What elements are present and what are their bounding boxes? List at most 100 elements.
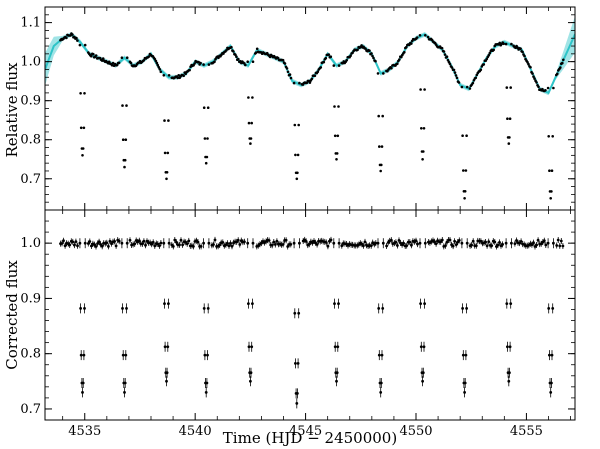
- flux-point: [396, 62, 399, 65]
- eclipse-point: [465, 307, 468, 310]
- flux-point: [562, 58, 565, 62]
- flux-point: [197, 60, 200, 64]
- eclipse-point: [205, 155, 209, 159]
- corrected-point: [86, 242, 90, 245]
- corrected-point: [221, 241, 225, 244]
- corrected-point: [270, 243, 274, 247]
- eclipse-point: [551, 307, 555, 310]
- corrected-point: [389, 238, 393, 242]
- eclipse-point: [247, 302, 250, 305]
- y-tick-label: 0.9: [20, 291, 41, 306]
- flux-point: [415, 36, 419, 39]
- eclipse-point: [296, 392, 299, 395]
- eclipse-point: [546, 86, 550, 90]
- eclipse-point: [419, 345, 423, 349]
- eclipse-point: [377, 307, 381, 310]
- eclipse-point: [82, 126, 86, 130]
- eclipse-point: [463, 197, 466, 200]
- flux-point: [244, 63, 247, 67]
- eclipse-point: [121, 104, 124, 107]
- flux-point: [225, 49, 228, 52]
- eclipse-point: [419, 88, 422, 91]
- flux-point: [474, 76, 478, 80]
- y-tick-label: 1.0: [20, 236, 41, 251]
- eclipse-point: [296, 153, 300, 157]
- flux-point: [147, 55, 151, 58]
- flux-point: [281, 58, 285, 62]
- flux-point: [76, 39, 79, 42]
- corrected-point: [187, 239, 191, 243]
- corrected-point: [315, 243, 319, 246]
- corrected-point: [484, 240, 487, 244]
- flux-point: [521, 50, 524, 54]
- corrected-point: [453, 239, 456, 243]
- flux-point: [184, 72, 187, 76]
- corrected-point: [556, 238, 560, 242]
- corrected-point: [329, 238, 333, 242]
- top-data-points: [59, 32, 565, 200]
- corrected-point: [374, 241, 378, 245]
- eclipse-point: [165, 171, 169, 174]
- eclipse-point: [163, 345, 167, 349]
- eclipse-point: [423, 302, 426, 305]
- bottom-axis-ticks: 0.7 0.8 0.9 1.0 4535 4540 4545 4550 4555: [20, 210, 575, 439]
- flux-point: [533, 77, 536, 80]
- eclipse-point: [463, 190, 467, 193]
- eclipse-point: [380, 353, 384, 357]
- eclipse-point: [380, 145, 384, 148]
- eclipse-point: [124, 138, 128, 141]
- eclipse-point: [202, 307, 206, 310]
- eclipse-point: [203, 353, 207, 357]
- flux-point: [65, 36, 68, 40]
- corrected-point: [532, 241, 535, 245]
- eclipse-point: [424, 34, 427, 37]
- corrected-point: [402, 241, 405, 245]
- x-tick-label: 4550: [399, 424, 432, 439]
- eclipse-point: [163, 302, 166, 305]
- flux-point: [329, 55, 333, 58]
- flux-point: [349, 54, 352, 57]
- corrected-point: [324, 241, 328, 244]
- eclipse-point: [202, 241, 206, 245]
- eclipse-point: [550, 353, 554, 357]
- corrected-point: [159, 241, 163, 245]
- flux-point: [158, 68, 162, 71]
- corrected-point: [457, 239, 461, 242]
- corrected-point: [114, 244, 118, 248]
- flux-point: [405, 45, 408, 49]
- flux-point: [368, 49, 371, 52]
- corrected-point: [445, 240, 449, 244]
- eclipse-point: [247, 96, 250, 99]
- flux-point: [92, 52, 95, 56]
- eclipse-point: [504, 42, 508, 46]
- eclipse-point: [460, 241, 464, 245]
- eclipse-point: [251, 241, 255, 245]
- flux-point: [535, 81, 538, 84]
- flux-point: [443, 53, 447, 56]
- top-axis-ticks: 0.7 0.8 0.9 1.0 1.1: [20, 7, 575, 211]
- eclipse-point: [418, 241, 422, 245]
- corrected-point: [498, 241, 501, 244]
- corrected-point: [559, 239, 563, 243]
- flux-point: [471, 81, 475, 85]
- corrected-point: [470, 243, 473, 247]
- corrected-point: [289, 243, 293, 246]
- flux-point: [475, 73, 479, 77]
- eclipse-point: [336, 134, 340, 138]
- corrected-point: [474, 244, 478, 248]
- corrected-point: [153, 244, 157, 248]
- corrected-point: [396, 244, 399, 247]
- eclipse-point: [162, 241, 166, 245]
- flux-point: [445, 55, 449, 58]
- eclipse-point: [249, 371, 253, 375]
- eclipse-point: [206, 353, 209, 357]
- corrected-point: [105, 241, 109, 245]
- corrected-point: [181, 243, 185, 247]
- eclipse-point: [508, 371, 511, 375]
- eclipse-point: [506, 117, 509, 120]
- eclipse-point: [419, 302, 422, 305]
- eclipse-point: [120, 241, 124, 245]
- eclipse-point: [465, 134, 468, 137]
- flux-point: [154, 59, 158, 63]
- eclipse-point: [81, 391, 84, 394]
